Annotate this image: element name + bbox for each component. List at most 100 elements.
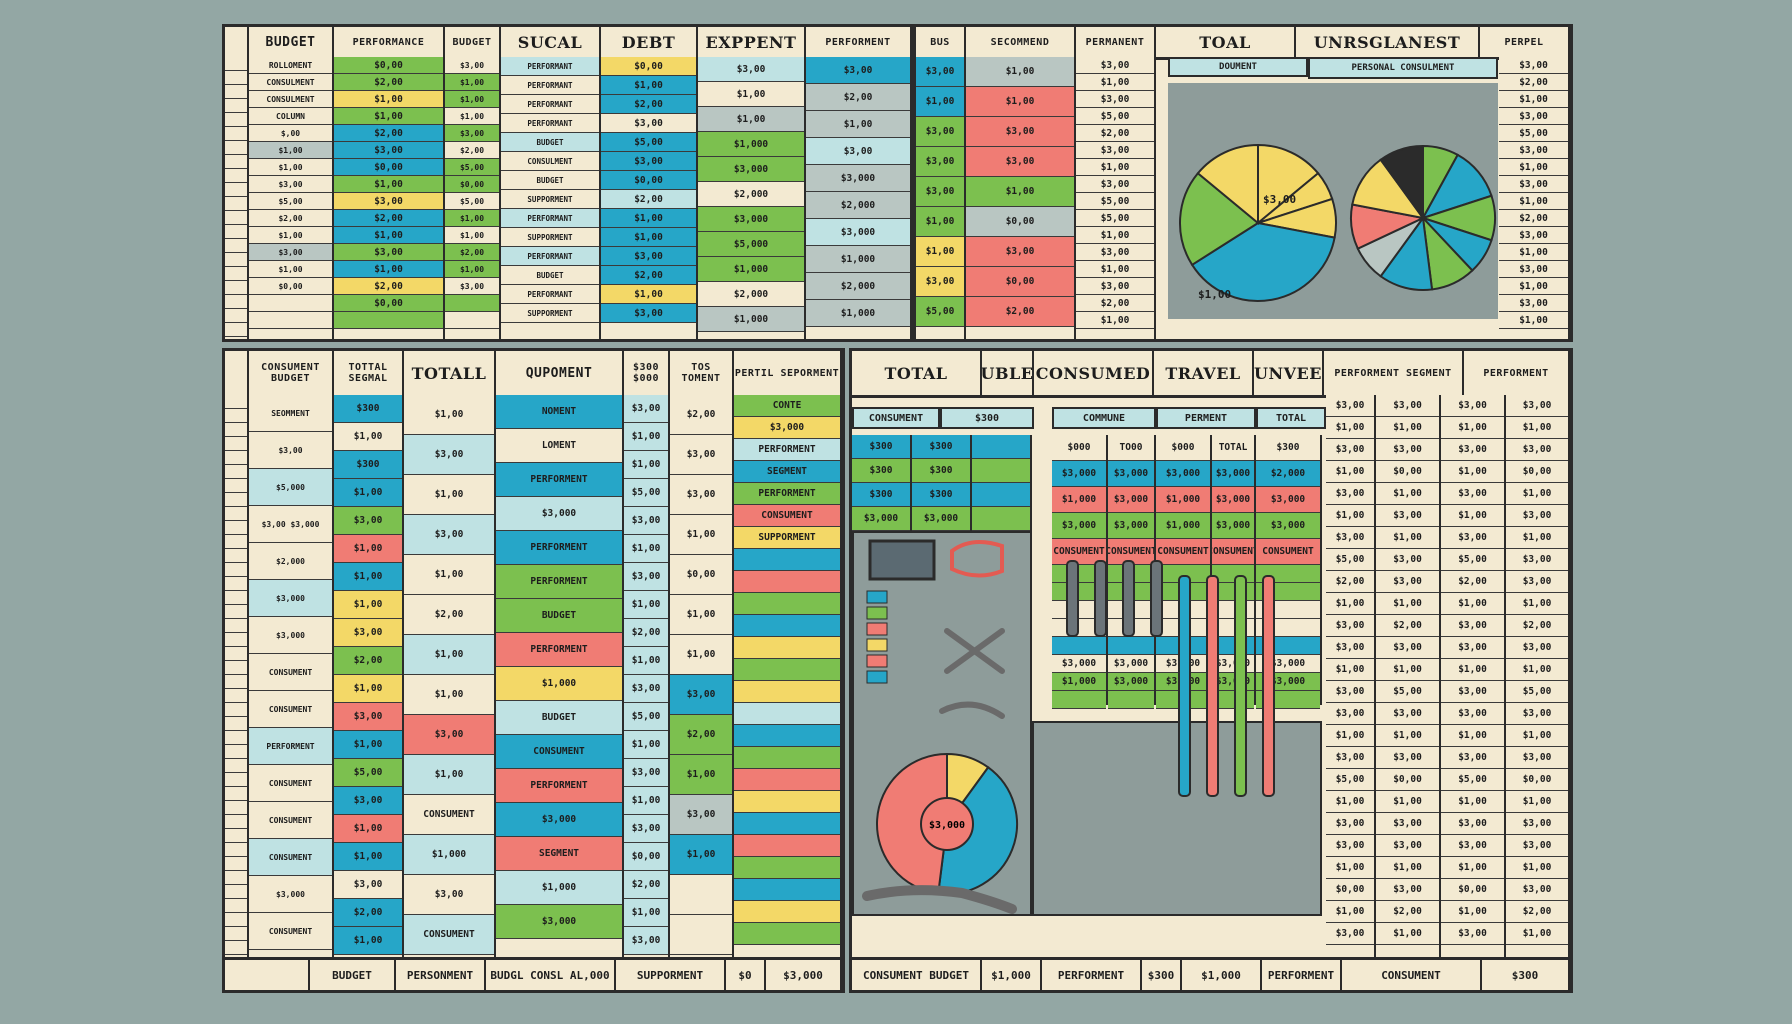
table-cell[interactable]: $000 [1156,435,1210,461]
table-cell[interactable]: $3,00 [916,117,964,147]
table-cell[interactable] [734,681,840,703]
table-cell[interactable]: $1,00 [1326,791,1374,813]
table-cell[interactable]: $3,00 [404,435,494,475]
table-cell[interactable]: $1,00 [445,74,499,91]
table-cell[interactable] [225,563,247,577]
table-cell[interactable] [734,725,840,747]
table-cell[interactable]: $3,00 [1376,395,1439,417]
table-cell[interactable]: $1,00 [670,755,732,795]
table-cell[interactable] [734,769,840,791]
table-cell[interactable] [225,521,247,535]
table-cell[interactable] [972,459,1030,483]
table-cell[interactable]: $5,00 [1441,769,1504,791]
column-header[interactable]: $300 $000 [624,351,670,395]
table-cell[interactable]: $1,00 [916,237,964,267]
table-cell[interactable]: $3,00 [1499,227,1568,244]
table-cell[interactable]: $3,00 [1076,142,1154,159]
table-cell[interactable] [225,409,247,423]
table-cell[interactable] [734,813,840,835]
table-cell[interactable] [225,395,247,409]
table-cell[interactable]: $1,00 [1499,312,1568,329]
table-cell[interactable]: $0,00 [601,57,696,76]
table-cell[interactable]: $1,00 [1326,593,1374,615]
table-cell[interactable]: $3,00 [1506,747,1568,769]
table-cell[interactable]: $300 [912,435,970,459]
table-cell[interactable]: $3,00 [1499,57,1568,74]
table-cell[interactable] [734,615,840,637]
table-cell[interactable]: $1,000 [404,835,494,875]
table-cell[interactable]: $3,000 [912,507,970,531]
table-cell[interactable]: $1,00 [1441,725,1504,747]
table-cell[interactable]: $3,00 [1506,637,1568,659]
table-cell[interactable]: PERFORMENT [734,439,840,461]
table-cell[interactable]: PERFORMANT [501,285,599,304]
column-header[interactable]: PERMANENT [1076,27,1156,57]
table-cell[interactable] [225,549,247,563]
table-cell[interactable]: NOMENT [496,395,622,429]
table-cell[interactable]: $3,00 [1506,571,1568,593]
table-cell[interactable]: $3,00 [1506,835,1568,857]
table-cell[interactable]: $0,00 [1506,769,1568,791]
table-cell[interactable] [225,253,247,267]
table-cell[interactable]: $1,00 [670,635,732,675]
table-cell[interactable]: $5,00 [1076,210,1154,227]
table-cell[interactable] [334,312,443,329]
table-cell[interactable]: $1,00 [334,176,443,193]
table-cell[interactable]: $3,00 [249,176,332,193]
table-cell[interactable] [225,605,247,619]
table-cell[interactable]: $1,000 [698,307,804,332]
table-cell[interactable]: $3,000 [806,219,910,246]
table-cell[interactable]: $300 [912,483,970,507]
table-cell[interactable] [225,633,247,647]
table-cell[interactable]: $3,00 [1076,91,1154,108]
table-cell[interactable]: $1,00 [670,835,732,875]
table-cell[interactable]: $1,000 [1156,487,1210,513]
table-cell[interactable]: CONSUMENT [734,505,840,527]
table-cell[interactable]: $1,00 [1441,593,1504,615]
table-cell[interactable] [225,323,247,337]
table-cell[interactable]: $1,00 [249,227,332,244]
table-cell[interactable]: $1,00 [1441,659,1504,681]
table-cell[interactable]: $1,00 [1326,505,1374,527]
table-cell[interactable]: $1,00 [1506,725,1568,747]
table-cell[interactable] [225,815,247,829]
table-cell[interactable]: $1,00 [1506,791,1568,813]
table-cell[interactable]: $5,00 [1506,681,1568,703]
table-cell[interactable]: $,00 [249,125,332,142]
table-cell[interactable] [225,591,247,605]
table-cell[interactable]: $3,000 [1108,487,1154,513]
table-cell[interactable] [972,483,1030,507]
table-cell[interactable]: $2,00 [1326,571,1374,593]
table-cell[interactable]: $3,000 [1052,461,1106,487]
table-cell[interactable] [225,197,247,211]
table-cell[interactable]: $5,000 [698,232,804,257]
table-cell[interactable]: $3,00 [670,675,732,715]
table-cell[interactable]: $3,00 [1376,813,1439,835]
table-cell[interactable]: $3,00 [1326,747,1374,769]
table-cell[interactable] [225,689,247,703]
table-cell[interactable]: $1,000 [1052,487,1106,513]
table-cell[interactable] [225,211,247,225]
table-cell[interactable]: $1,00 [1441,505,1504,527]
table-cell[interactable]: SEOMMENT [249,395,332,432]
table-cell[interactable]: $3,000 [1108,461,1154,487]
table-cell[interactable]: $2,00 [601,190,696,209]
table-cell[interactable] [225,465,247,479]
table-cell[interactable] [225,717,247,731]
table-cell[interactable]: $1,00 [1499,278,1568,295]
table-cell[interactable]: $3,00 [1376,835,1439,857]
table-cell[interactable]: $3,000 [496,905,622,939]
table-cell[interactable]: $5,00 [624,703,668,731]
table-cell[interactable]: $1,00 [1076,312,1154,329]
table-cell[interactable] [225,85,247,99]
table-cell[interactable]: $1,00 [916,207,964,237]
table-cell[interactable]: $2,00 [445,244,499,261]
table-cell[interactable]: TOTAL [1212,435,1254,461]
table-cell[interactable]: $0,00 [334,295,443,312]
table-cell[interactable]: $2,00 [334,899,402,927]
table-cell[interactable]: $3,00 [1376,879,1439,901]
table-cell[interactable]: $3,00 [1376,549,1439,571]
table-cell[interactable] [225,493,247,507]
table-cell[interactable]: CONSUMENT [1156,539,1210,565]
table-cell[interactable]: $1,00 [601,76,696,95]
